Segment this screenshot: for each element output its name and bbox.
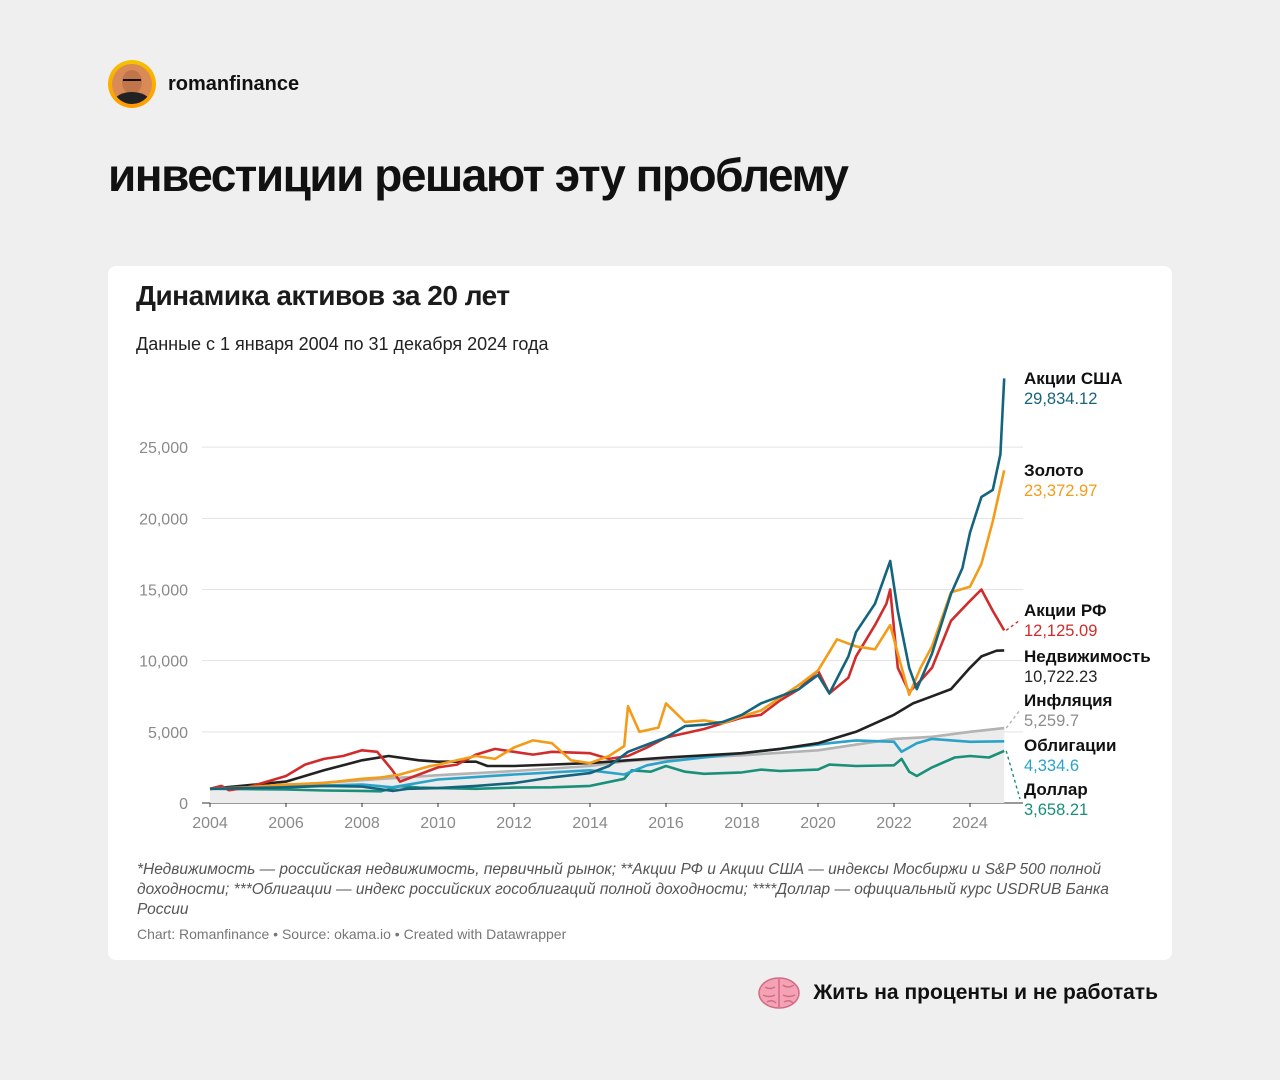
- series-value-label: 12,125.09: [1024, 622, 1097, 640]
- chart-card: Динамика активов за 20 лет Данные с 1 ян…: [108, 266, 1172, 960]
- author-name[interactable]: romanfinance: [168, 72, 300, 95]
- y-tick-label: 20,000: [139, 511, 188, 528]
- y-tick-label: 10,000: [139, 654, 188, 671]
- label-leader-line: [1005, 619, 1021, 631]
- chart-subtitle: Данные с 1 января 2004 по 31 декабря 202…: [136, 334, 549, 354]
- chart-title: Динамика активов за 20 лет: [136, 280, 510, 311]
- series-value-label: 29,834.12: [1024, 390, 1097, 408]
- series-line-Доллар: [209, 749, 1005, 793]
- series-line-Акции США: [209, 378, 1006, 793]
- x-tick-label: 2022: [876, 815, 912, 832]
- x-tick-label: 2010: [420, 815, 456, 832]
- series-value-label: 3,658.21: [1024, 801, 1088, 819]
- x-tick-label: 2004: [192, 815, 228, 832]
- chart-credits: Chart: Romanfinance • Source: okama.io •…: [137, 926, 567, 942]
- label-leader-line: [1005, 750, 1021, 800]
- y-tick-label: 25,000: [139, 440, 188, 457]
- brain-icon: [758, 977, 801, 1009]
- y-tick-label: 15,000: [139, 583, 188, 600]
- footer: Жить на проценты и не работать: [757, 975, 1158, 1011]
- series-line-Золото: [209, 470, 1006, 791]
- x-tick-label: 2016: [648, 815, 684, 832]
- x-tick-label: 2008: [344, 815, 380, 832]
- x-tick-label: 2014: [572, 815, 608, 832]
- series-name-label: Недвижимость: [1024, 647, 1151, 666]
- avatar[interactable]: [108, 60, 156, 108]
- avatar-photo-icon: [112, 64, 152, 104]
- page-headline: инвестиции решают эту проблему: [108, 149, 849, 201]
- series-name-label: Доллар: [1024, 780, 1088, 799]
- y-tick-label: 0: [179, 796, 188, 813]
- x-tick-label: 2020: [800, 815, 836, 832]
- series-value-label: 10,722.23: [1024, 668, 1097, 686]
- series-value-label: 23,372.97: [1024, 482, 1097, 500]
- series-name-label: Инфляция: [1024, 691, 1112, 710]
- label-leader-line: [1005, 709, 1021, 729]
- x-tick-label: 2006: [268, 815, 304, 832]
- series-name-label: Акции РФ: [1024, 601, 1107, 620]
- series-line-Акции РФ: [209, 588, 1006, 792]
- series-name-label: Золото: [1024, 461, 1084, 480]
- author-block: romanfinance: [108, 60, 299, 108]
- x-tick-label: 2012: [496, 815, 532, 832]
- chart-footnote: *Недвижимость — российская недвижимость,…: [137, 861, 1109, 918]
- series-line-Недвижимость: [209, 649, 1005, 791]
- x-tick-label: 2018: [724, 815, 760, 832]
- series-name-label: Облигации: [1024, 736, 1116, 755]
- series-value-label: 5,259.7: [1024, 712, 1079, 730]
- series-name-label: Акции США: [1024, 369, 1123, 388]
- x-tick-label: 2024: [952, 815, 988, 832]
- series-value-label: 4,334.6: [1024, 757, 1079, 775]
- y-tick-label: 5,000: [148, 725, 188, 742]
- footer-slogan: Жить на проценты и не работать: [813, 981, 1158, 1004]
- series-line-Облигации: [209, 737, 1005, 791]
- line-chart: 0 5,000 10,000 15,000 20,000 25,000 2004 2006 20…: [139, 369, 1151, 832]
